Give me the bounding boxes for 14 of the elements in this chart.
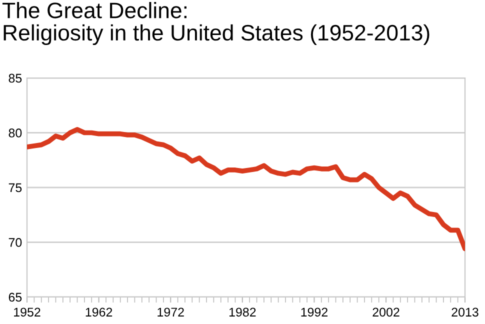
x-tick-label: 1992 <box>301 308 328 317</box>
y-tick-label: 65 <box>8 292 22 302</box>
x-tick-label: 1962 <box>86 308 112 317</box>
x-tick-label: 2013 <box>452 308 478 317</box>
y-tick-label: 75 <box>8 183 22 192</box>
line-series <box>27 127 465 252</box>
chart-title: The Great Decline: Religiosity in the United States (1952-2013) <box>2 2 430 46</box>
x-tick-label: 1972 <box>158 308 184 317</box>
x-tick-label: 1952 <box>14 308 40 317</box>
y-tick-label: 80 <box>8 128 22 138</box>
x-tick-label: 1982 <box>229 308 256 317</box>
y-tick-label: 70 <box>8 238 22 247</box>
y-tick-label: 85 <box>8 74 22 83</box>
x-tick-label: 2002 <box>372 308 400 317</box>
